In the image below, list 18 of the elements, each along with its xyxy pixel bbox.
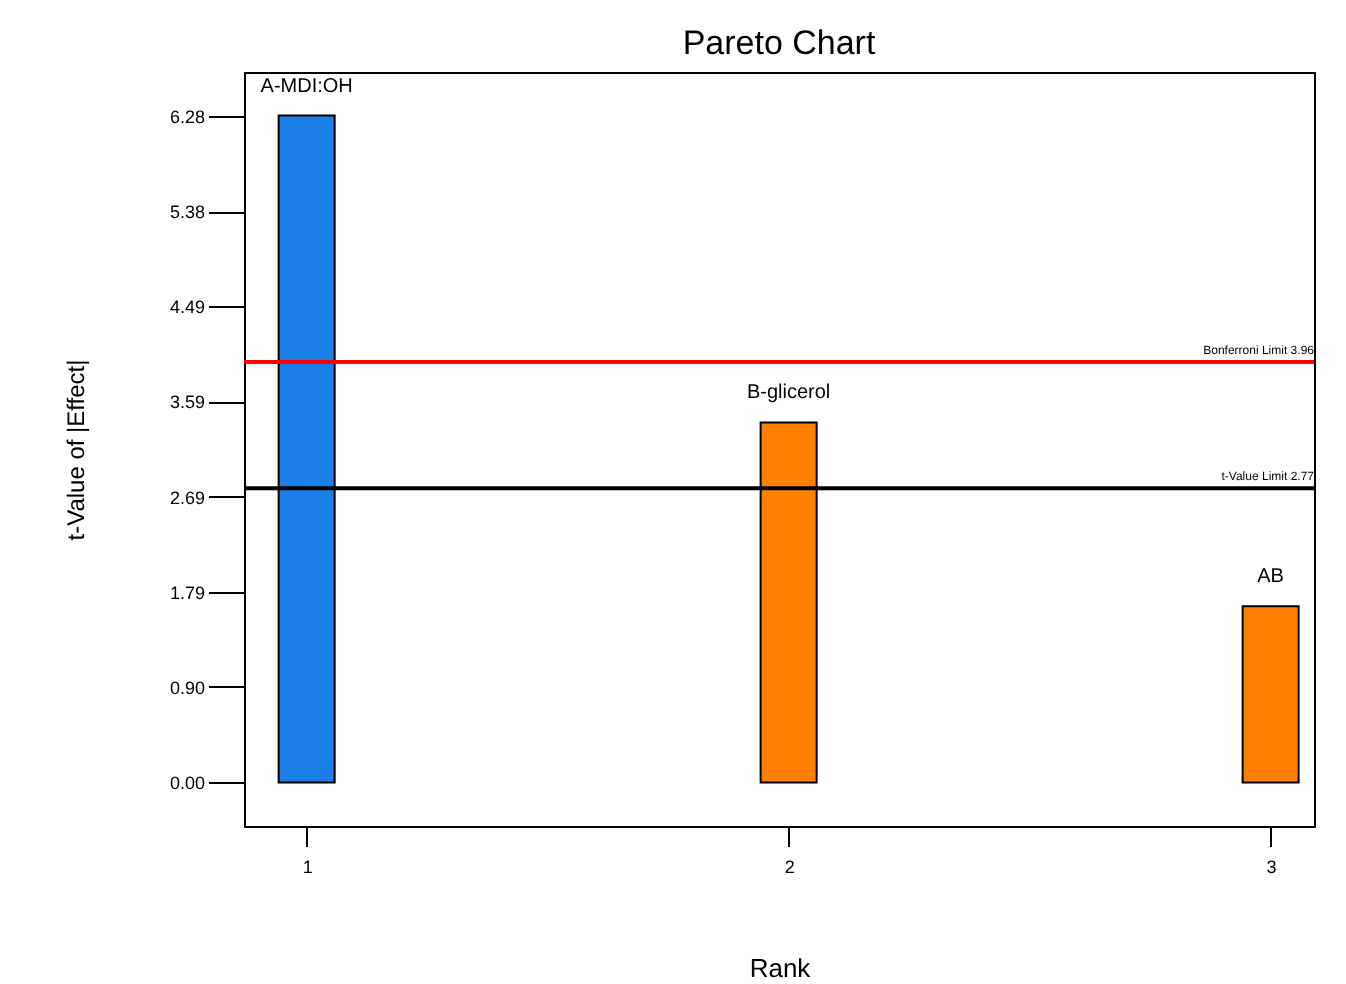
y-tick-label: 2.69 xyxy=(169,487,205,508)
x-tick-label: 3 xyxy=(1266,857,1277,877)
annotation: B-glicerol xyxy=(746,382,831,405)
x-tick-label: 2 xyxy=(784,857,795,877)
y-tick-label: 0.00 xyxy=(169,773,205,794)
annotation: A-MDI:OH xyxy=(260,75,353,98)
bar xyxy=(1241,605,1300,784)
y-tick-label: 4.49 xyxy=(169,296,205,317)
y-tick-label: 6.28 xyxy=(169,106,205,127)
y-tick-label: 1.79 xyxy=(169,583,205,604)
annotation: AB xyxy=(1257,566,1285,589)
y-tick-label: 3.59 xyxy=(169,392,205,413)
x-axis-title: Rank xyxy=(749,953,812,983)
x-tick-label: 1 xyxy=(302,857,313,877)
chart-title: Pareto Chart xyxy=(682,24,876,62)
y-axis-title: t-Value of |Effect| xyxy=(61,359,90,541)
y-tick-label: 5.38 xyxy=(169,202,205,223)
y-tick-label: 0.90 xyxy=(169,677,205,698)
